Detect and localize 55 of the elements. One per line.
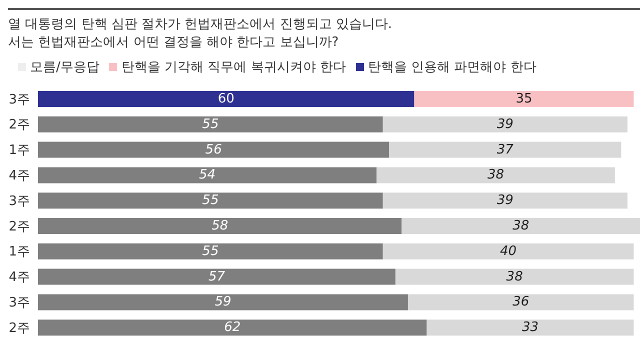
- chart-subtitle: 서는 헌법재판소에서 어떤 결정을 해야 한다고 보십니까?: [8, 34, 340, 52]
- y-tick-label: 1주: [8, 143, 30, 158]
- data-label: 60: [218, 92, 234, 106]
- data-label: 59: [214, 294, 232, 310]
- bar: [38, 320, 427, 336]
- data-label: 39: [496, 193, 514, 208]
- y-tick-label: 2주: [8, 118, 30, 133]
- y-tick-label: 2주: [8, 219, 30, 234]
- bar: [414, 91, 634, 107]
- data-label: 56: [205, 142, 222, 158]
- bar: [408, 294, 634, 310]
- bar: [382, 243, 634, 260]
- bar: [382, 192, 628, 209]
- data-label: 58: [212, 218, 228, 234]
- data-label: 33: [522, 320, 539, 336]
- bar: [38, 294, 408, 310]
- bar: [38, 116, 383, 132]
- data-label: 57: [208, 269, 226, 284]
- data-label: 35: [516, 92, 532, 106]
- bar: [38, 192, 383, 209]
- data-label: 40: [500, 244, 517, 259]
- bar: [395, 268, 634, 285]
- data-label: 36: [512, 294, 530, 310]
- data-label: 39: [496, 116, 514, 132]
- data-label: 38: [487, 168, 504, 183]
- data-label: 38: [512, 218, 530, 234]
- y-tick-label: 3주: [8, 296, 30, 311]
- bar: [38, 218, 402, 234]
- legend-label: 모름/무응답: [30, 60, 100, 75]
- y-tick-label: 3주: [8, 194, 30, 209]
- data-label: 55: [202, 116, 219, 132]
- bar: [38, 268, 396, 285]
- data-label: 55: [202, 244, 219, 259]
- data-label: 37: [496, 142, 514, 158]
- data-label: 55: [202, 193, 219, 208]
- bar: [38, 167, 377, 184]
- bar: [382, 116, 628, 132]
- y-tick-label: 2주: [8, 320, 30, 336]
- bar: [426, 320, 634, 336]
- data-label: 62: [224, 320, 241, 336]
- bar: [389, 142, 622, 158]
- y-tick-label: 3주: [8, 92, 30, 108]
- y-tick-label: 1주: [8, 244, 30, 260]
- data-label: 54: [199, 168, 216, 183]
- bar: [402, 218, 640, 234]
- legend-label: 탄핵을 인용해 파면해야 한다: [368, 60, 536, 75]
- chart-title: 열 대통령의 탄핵 심판 절차가 헌법재판소에서 진행되고 있습니다.: [8, 16, 394, 34]
- legend-label: 탄핵을 기각해 직무에 복귀시켜야 한다: [121, 60, 346, 75]
- bar: [376, 167, 615, 184]
- bar: [38, 91, 414, 107]
- bar: [38, 142, 390, 158]
- bar: [38, 243, 383, 260]
- data-label: 38: [506, 269, 523, 284]
- y-tick-label: 4주: [8, 270, 30, 286]
- y-tick-label: 4주: [8, 168, 30, 184]
